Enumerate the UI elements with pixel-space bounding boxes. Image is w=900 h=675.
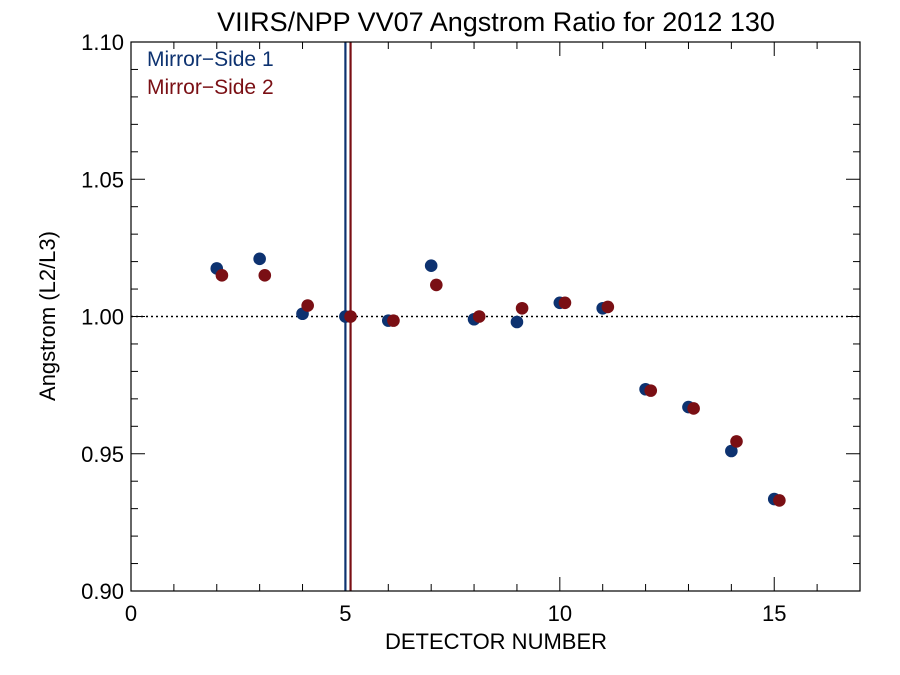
x-tick-label: 10 [548, 601, 572, 626]
data-point [387, 314, 400, 327]
data-points [210, 252, 786, 507]
legend: Mirror−Side 1 Mirror−Side 2 [147, 48, 274, 99]
chart-title: VIIRS/NPP VV07 Angstrom Ratio for 2012 1… [217, 7, 775, 37]
x-tick-label: 5 [339, 601, 351, 626]
data-point [344, 310, 357, 323]
data-point [258, 269, 272, 282]
tick-labels: 0 5 10 15 0.90 0.95 1.00 1.05 1.10 [81, 30, 786, 626]
y-tick-label: 1.05 [81, 167, 124, 192]
y-tick-label: 1.00 [81, 305, 124, 330]
x-tick-label: 0 [125, 601, 137, 626]
x-axis-label: DETECTOR NUMBER [385, 629, 607, 654]
data-point [472, 310, 486, 323]
y-tick-label: 0.95 [81, 442, 124, 467]
data-point [515, 301, 529, 315]
data-point [301, 299, 314, 312]
axis-ticks [130, 41, 861, 592]
data-point [725, 444, 738, 458]
legend-entry: Mirror−Side 1 [147, 48, 274, 71]
y-axis-label: Angstrom (L2/L3) [35, 231, 60, 401]
data-point [215, 269, 229, 282]
data-point [558, 296, 572, 310]
data-point [424, 259, 438, 273]
y-tick-label: 1.10 [81, 30, 124, 55]
data-point [510, 315, 524, 329]
x-tick-label: 15 [762, 601, 786, 626]
data-point [430, 278, 443, 292]
data-point [687, 402, 700, 415]
data-point [773, 494, 786, 507]
data-point [730, 435, 743, 448]
legend-entry: Mirror−Side 2 [147, 76, 274, 99]
y-tick-label: 0.90 [81, 579, 124, 604]
data-point [253, 252, 266, 266]
plot-frame [130, 41, 861, 592]
data-point [601, 300, 615, 314]
data-point [644, 384, 658, 397]
